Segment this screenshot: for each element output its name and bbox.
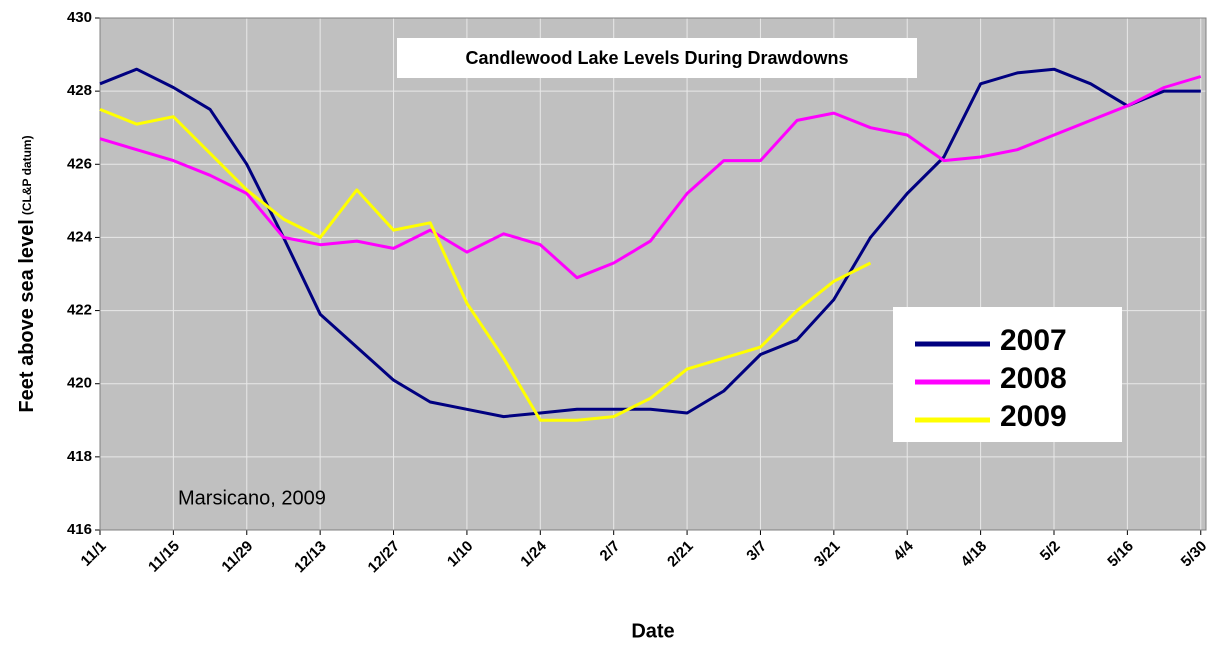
- y-tick-label: 426: [67, 155, 92, 172]
- plot-border: [99, 17, 1207, 531]
- legend-label: 2009: [1000, 400, 1067, 433]
- chart-title: Candlewood Lake Levels During Drawdowns: [465, 48, 848, 68]
- y-axis-label: Feet above sea level (CL&P datum): [16, 135, 38, 412]
- y-tick-label: 418: [67, 448, 92, 465]
- x-tick-label: 3/21: [811, 538, 844, 571]
- x-tick-label: 1/24: [517, 537, 550, 570]
- y-tick-label: 420: [67, 375, 92, 392]
- plot-area: [99, 17, 1207, 531]
- y-axis-label-main: Feet above sea level: [16, 219, 38, 412]
- y-tick-label: 424: [67, 228, 93, 245]
- x-axis-label: Date: [631, 620, 674, 642]
- x-tick-label: 4/18: [958, 538, 991, 571]
- x-tick-label: 11/29: [218, 538, 256, 576]
- legend-label: 2008: [1000, 362, 1067, 395]
- title-box: [397, 38, 917, 78]
- x-tick-label: 12/27: [365, 538, 404, 577]
- x-tick-label: 4/4: [890, 537, 917, 564]
- x-tick-label: 11/1: [78, 538, 110, 570]
- legend-label: 2007: [1000, 324, 1067, 357]
- y-tick-label: 428: [67, 82, 92, 99]
- x-tick-label: 1/10: [444, 538, 477, 571]
- x-tick-label: 11/15: [145, 538, 183, 576]
- line-series: [99, 108, 872, 422]
- line-series: [99, 75, 1202, 280]
- x-tick-label: 5/30: [1178, 538, 1209, 571]
- y-axis-label-note: (CL&P datum): [20, 135, 34, 215]
- y-tick-label: 430: [67, 9, 92, 26]
- x-tick-label: 2/21: [664, 538, 697, 571]
- x-tick-label: 12/13: [291, 538, 330, 577]
- x-tick-label: 5/2: [1037, 538, 1064, 565]
- y-tick-label: 416: [67, 521, 92, 538]
- annotation: Marsicano, 2009: [178, 487, 326, 509]
- y-tick-label: 422: [67, 302, 92, 319]
- x-tick-label: 3/7: [743, 538, 770, 565]
- x-tick-label: 2/7: [597, 538, 624, 565]
- x-tick-label: 5/16: [1104, 538, 1137, 571]
